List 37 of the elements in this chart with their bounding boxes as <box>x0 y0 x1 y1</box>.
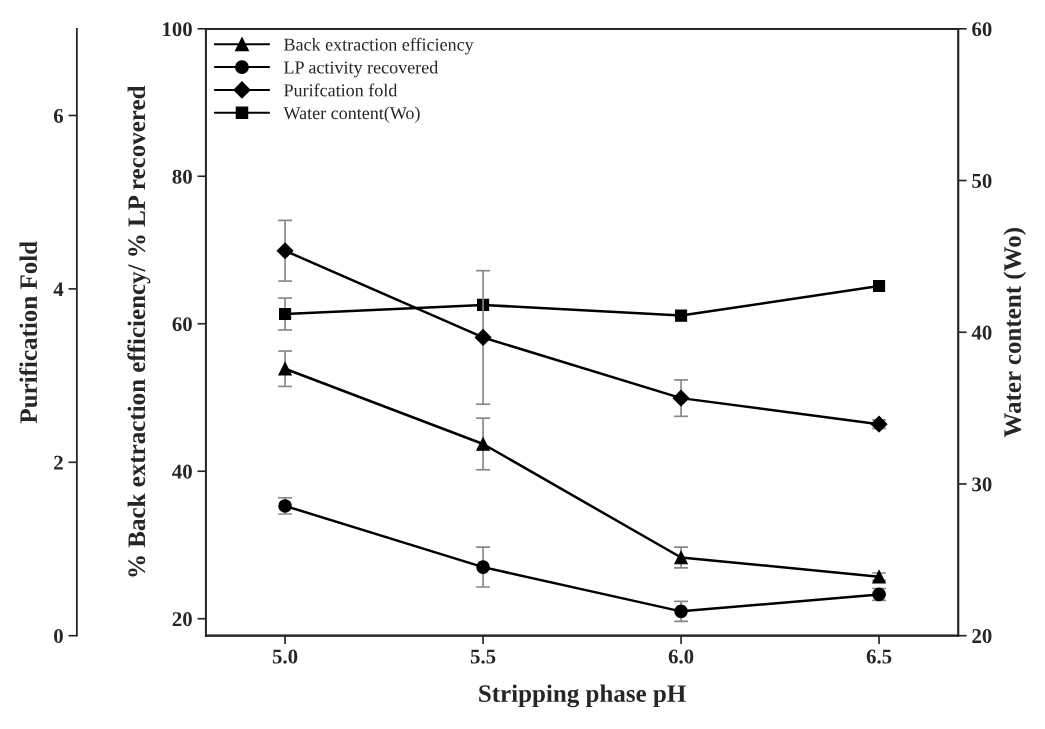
y3-axis-title: Purification Fold <box>19 241 38 424</box>
legend-label: Water content(Wo) <box>283 106 420 123</box>
x-axis-title: Stripping phase pH <box>479 684 686 708</box>
legend-label: Back extraction efficiency <box>284 37 474 55</box>
y2-tick-label: 30 <box>972 477 992 492</box>
point <box>476 437 490 451</box>
y3-tick-label: 4 <box>53 282 64 297</box>
y-axis-title: % Back extraction efficiency/ % LP recovered <box>127 85 151 577</box>
point <box>278 361 292 376</box>
legend-label: LP activity recovered <box>284 60 439 78</box>
y-tick-label: 40 <box>172 464 192 479</box>
y2-tick-label: 50 <box>972 173 992 188</box>
y-tick-label: 60 <box>172 317 192 332</box>
x-tick-label: 6.0 <box>668 649 694 664</box>
point <box>672 389 690 407</box>
y2-tick-label: 60 <box>972 22 992 37</box>
y3-tick-label: 2 <box>54 455 63 470</box>
legend-label: Purifcation fold <box>284 83 398 97</box>
y-tick-label: 80 <box>172 169 192 184</box>
point <box>276 242 294 260</box>
point <box>674 309 688 322</box>
x-tick-label: 5.5 <box>470 649 496 664</box>
point <box>674 604 688 619</box>
point <box>474 329 492 346</box>
y-tick-label: 100 <box>163 22 192 37</box>
y2-tick-label: 40 <box>971 325 992 340</box>
x-tick-label: 5.0 <box>272 649 298 664</box>
y3-tick-label: 6 <box>53 108 64 123</box>
y-tick-label: 20 <box>172 612 192 627</box>
point <box>872 279 886 293</box>
point <box>476 560 490 574</box>
x-tick-label: 6.5 <box>866 649 892 664</box>
y2-axis-title: Water content (Wo) <box>1003 228 1027 438</box>
point <box>278 307 292 321</box>
y2-tick-label: 20 <box>972 629 992 644</box>
point <box>674 550 688 565</box>
y3-tick-label: 0 <box>54 629 63 644</box>
